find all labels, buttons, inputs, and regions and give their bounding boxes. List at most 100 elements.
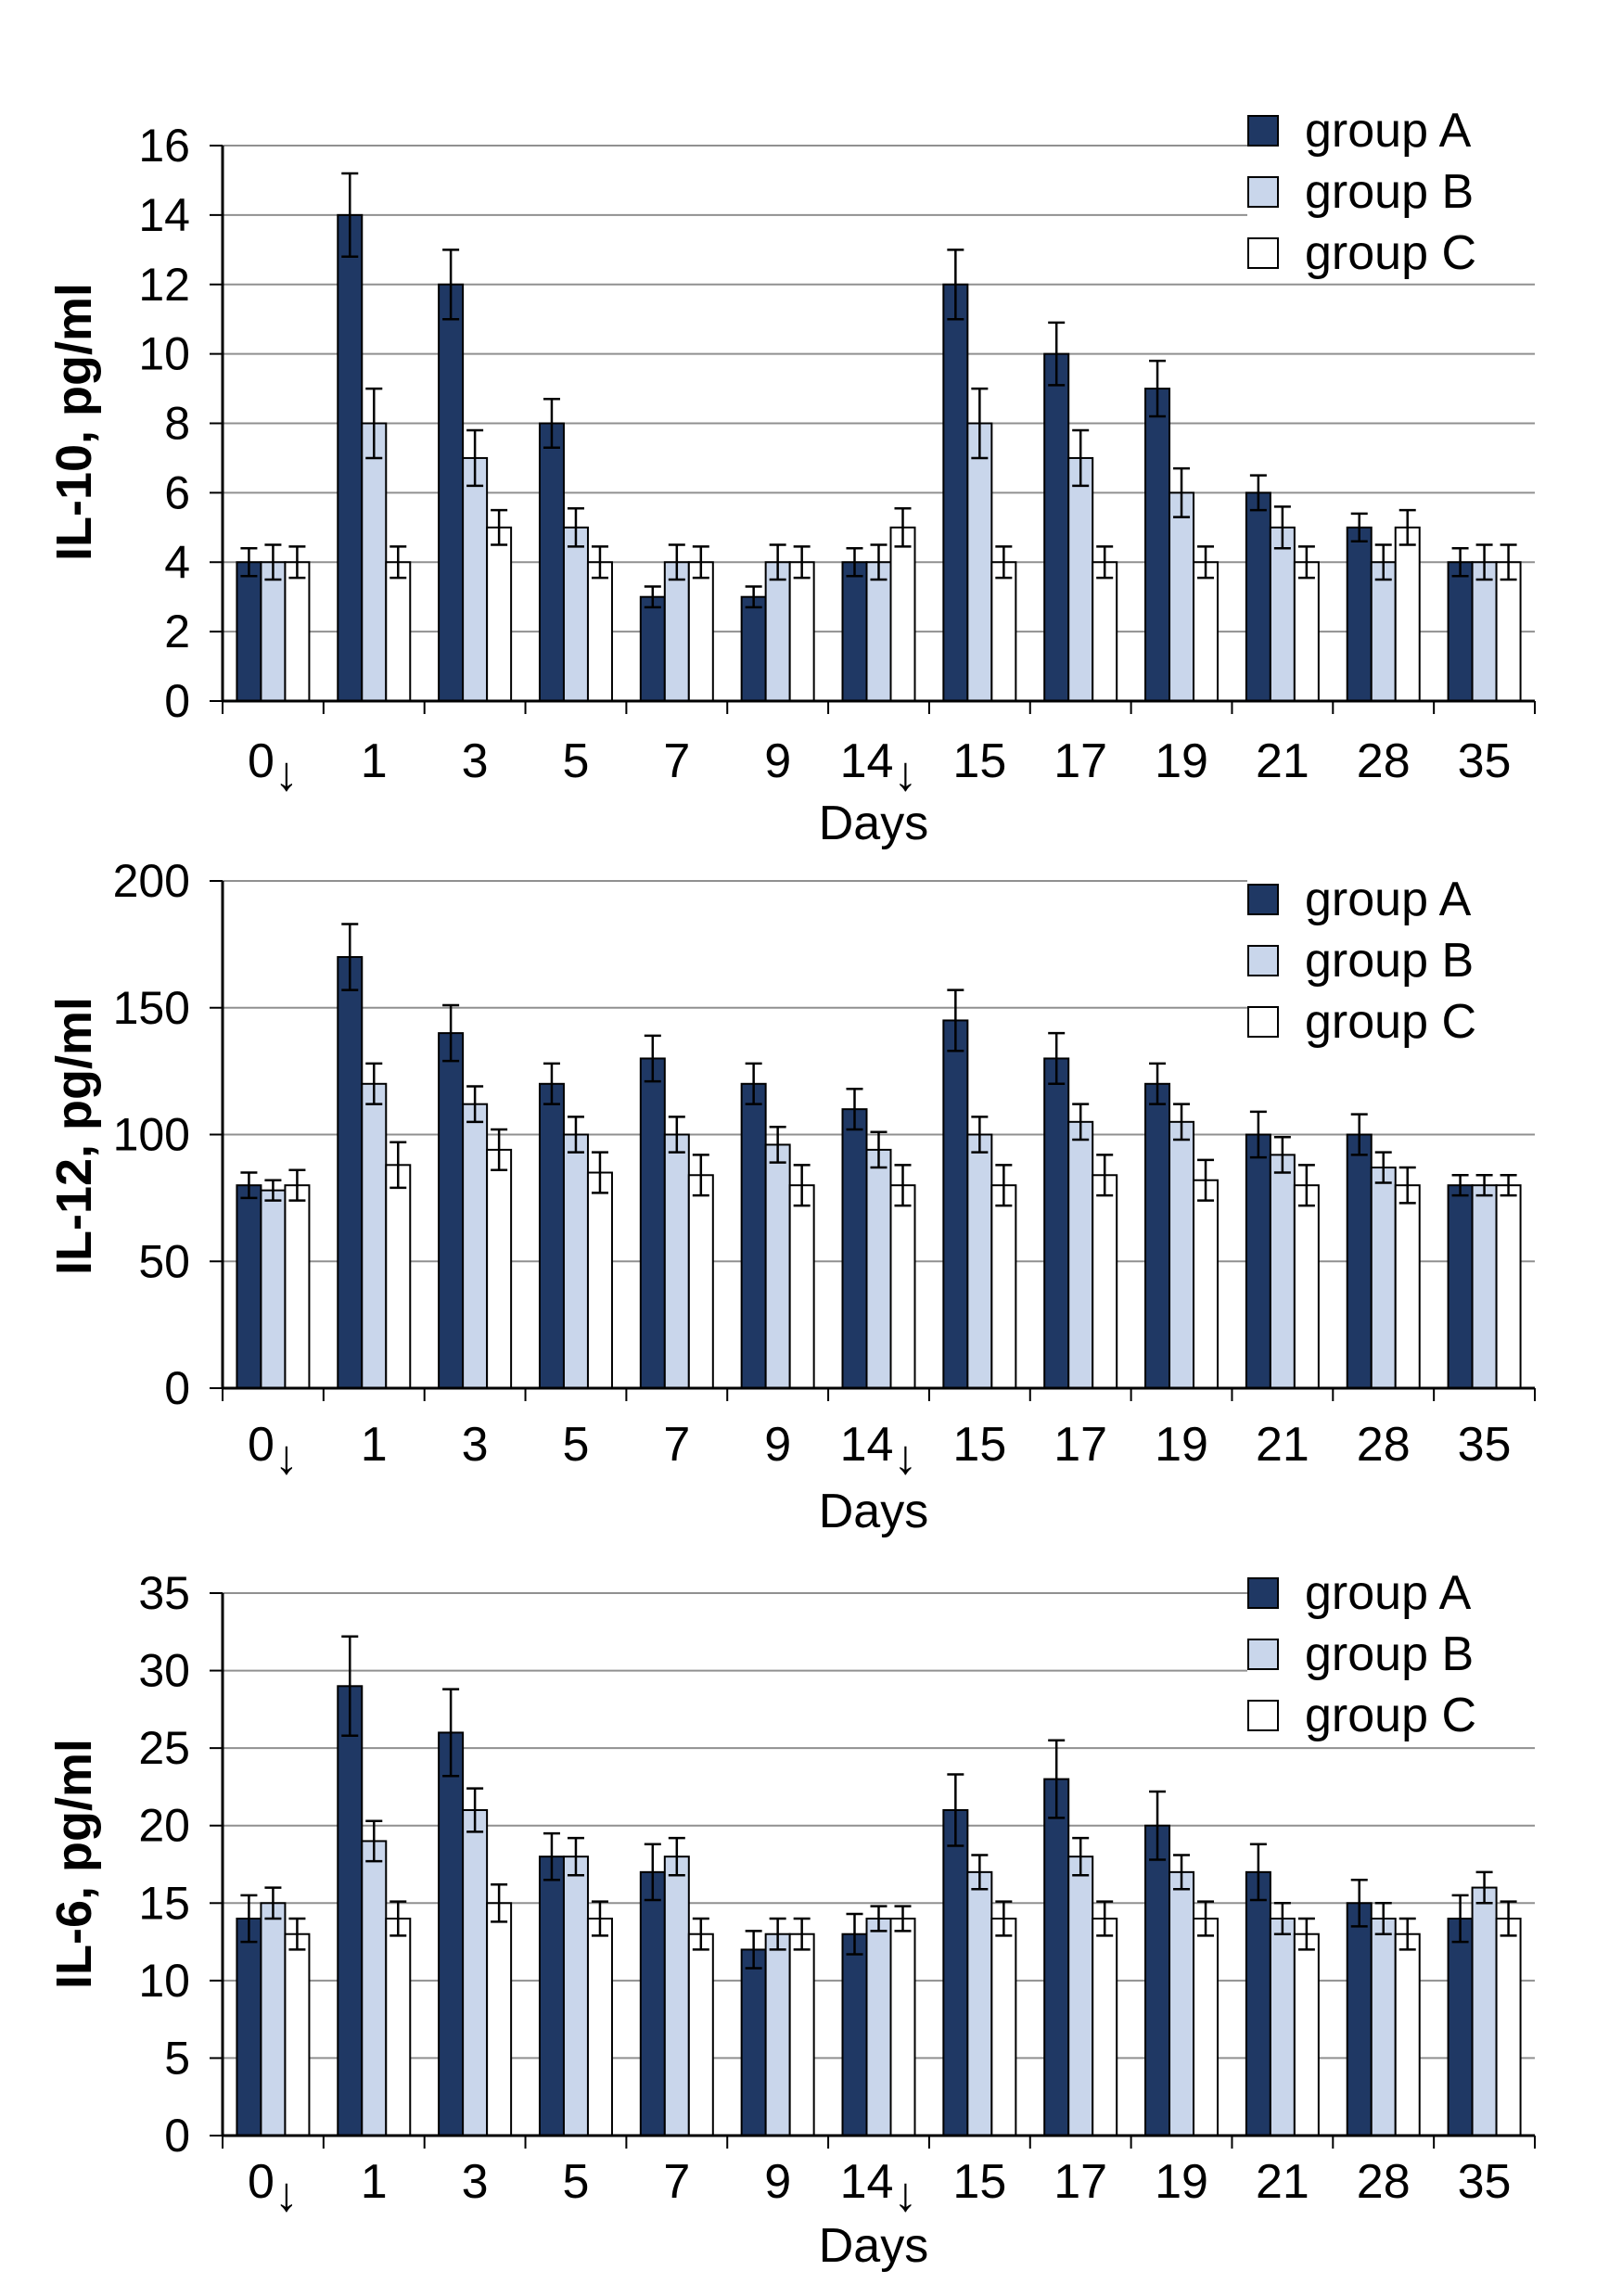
x-tick-label-day-14: 14↓ — [840, 2155, 918, 2222]
bar-group-A-day-1 — [337, 1685, 364, 2137]
x-tick-label-day-35: 35 — [1458, 1418, 1512, 1472]
y-tick-label-150: 150 — [113, 982, 190, 1034]
bar-group-C-day-7 — [687, 1932, 714, 2137]
x-tick-label-day-7: 7 — [663, 2155, 690, 2209]
bar-group-A-day-0 — [236, 561, 262, 702]
bar-group-B-day-28 — [1370, 561, 1397, 702]
x-tick-label-day-5: 5 — [563, 734, 590, 788]
bar-group-C-day-5 — [586, 1918, 613, 2137]
bar-group-C-day-21 — [1293, 1184, 1320, 1389]
legend-chart-2: group A group B group C — [1247, 875, 1553, 1046]
legend-label-group-b: group B — [1305, 934, 1475, 988]
y-tick-label-0: 0 — [164, 675, 190, 727]
x-tick-label-day-0: 0↓ — [248, 734, 299, 801]
y-tick-label-100: 100 — [113, 1109, 190, 1161]
bar-group-A-day-3 — [438, 1032, 465, 1389]
bar-group-B-day-15 — [966, 422, 993, 702]
bar-group-A-day-5 — [538, 1082, 565, 1390]
group-a-swatch-icon — [1247, 884, 1279, 915]
bar-group-C-day-21 — [1293, 561, 1320, 702]
bar-group-A-day-28 — [1346, 1133, 1373, 1389]
bar-group-C-day-1 — [385, 561, 412, 702]
legend-item-group-c: group C — [1247, 229, 1553, 277]
group-c-swatch-icon — [1247, 1700, 1279, 1731]
bar-group-B-day-3 — [462, 456, 489, 702]
bar-group-A-day-28 — [1346, 526, 1373, 702]
bar-group-A-day-0 — [236, 1184, 262, 1389]
bar-group-B-day-15 — [966, 1133, 993, 1389]
bar-group-A-day-21 — [1245, 1870, 1271, 2137]
legend-label-group-b: group B — [1305, 165, 1475, 219]
bar-group-B-day-35 — [1471, 1184, 1498, 1389]
x-tick-label-day-5: 5 — [563, 2155, 590, 2209]
bar-group-B-day-5 — [562, 526, 589, 702]
bar-group-A-day-1 — [337, 213, 364, 702]
x-tick-label-day-1: 1 — [361, 1418, 388, 1472]
y-tick-label-12: 12 — [138, 259, 190, 311]
group-a-swatch-icon — [1247, 1577, 1279, 1609]
bar-group-B-day-5 — [562, 1856, 589, 2137]
x-axis-title-chart-1: Days — [818, 797, 929, 850]
bar-group-A-day-15 — [942, 1019, 969, 1390]
bar-group-A-day-14 — [841, 561, 868, 702]
y-tick-label-8: 8 — [164, 398, 190, 450]
bar-group-C-day-15 — [990, 1184, 1017, 1389]
group-a-swatch-icon — [1247, 115, 1279, 147]
x-tick-label-day-19: 19 — [1155, 734, 1208, 788]
x-axis-title-chart-3: Days — [818, 2219, 929, 2273]
bar-group-B-day-1 — [361, 422, 388, 702]
bar-group-B-day-28 — [1370, 1167, 1397, 1390]
x-tick-label-day-21: 21 — [1256, 734, 1309, 788]
bar-group-C-day-3 — [486, 1902, 513, 2137]
bar-group-B-day-7 — [663, 1856, 690, 2137]
x-tick-label-day-21: 21 — [1256, 1418, 1309, 1472]
bar-group-C-day-14 — [889, 1918, 916, 2137]
legend-label-group-c: group C — [1305, 226, 1476, 280]
x-tick-label-day-5: 5 — [563, 1418, 590, 1472]
y-axis-title-il-12: IL-12, pg/ml — [46, 996, 102, 1276]
bar-group-A-day-7 — [639, 1057, 666, 1389]
bar-group-A-day-35 — [1447, 1184, 1474, 1389]
bar-group-C-day-35 — [1495, 1918, 1522, 2137]
bar-group-C-day-15 — [990, 561, 1017, 702]
y-tick-label-0: 0 — [164, 2110, 190, 2162]
y-tick-label-10: 10 — [138, 1955, 190, 2007]
x-tick-label-day-14: 14↓ — [840, 1418, 918, 1485]
y-tick-label-16: 16 — [138, 120, 190, 172]
bar-group-B-day-28 — [1370, 1918, 1397, 2137]
bar-group-C-day-0 — [284, 561, 311, 702]
x-tick-label-day-3: 3 — [462, 2155, 489, 2209]
bar-group-B-day-14 — [865, 1148, 892, 1390]
bar-group-C-day-7 — [687, 561, 714, 702]
y-tick-label-6: 6 — [164, 466, 190, 518]
bar-group-A-day-9 — [740, 595, 767, 702]
bar-group-A-day-17 — [1043, 1778, 1070, 2137]
bar-group-C-day-1 — [385, 1918, 412, 2137]
bar-group-A-day-3 — [438, 1731, 465, 2137]
bar-group-A-day-1 — [337, 956, 364, 1390]
bar-group-A-day-28 — [1346, 1902, 1373, 2137]
bar-group-B-day-19 — [1168, 1120, 1195, 1389]
y-tick-label-4: 4 — [164, 536, 190, 588]
bar-group-C-day-9 — [788, 1932, 815, 2137]
bar-group-A-day-35 — [1447, 1918, 1474, 2137]
bar-group-B-day-3 — [462, 1809, 489, 2137]
y-tick-label-15: 15 — [138, 1877, 190, 1929]
x-tick-label-day-0: 0↓ — [248, 2155, 299, 2222]
bar-group-A-day-19 — [1144, 1824, 1171, 2137]
x-tick-label-day-0: 0↓ — [248, 1418, 299, 1485]
bar-group-A-day-35 — [1447, 561, 1474, 702]
x-tick-label-day-9: 9 — [764, 1418, 791, 1472]
x-tick-label-day-17: 17 — [1054, 1418, 1107, 1472]
y-tick-label-0: 0 — [164, 1362, 190, 1414]
legend-label-group-c: group C — [1305, 995, 1476, 1049]
y-tick-label-10: 10 — [138, 328, 190, 380]
bar-group-B-day-15 — [966, 1870, 993, 2137]
legend-item-group-c: group C — [1247, 998, 1553, 1046]
x-tick-label-day-17: 17 — [1054, 734, 1107, 788]
bar-group-C-day-14 — [889, 1184, 916, 1389]
y-tick-label-14: 14 — [138, 189, 190, 241]
